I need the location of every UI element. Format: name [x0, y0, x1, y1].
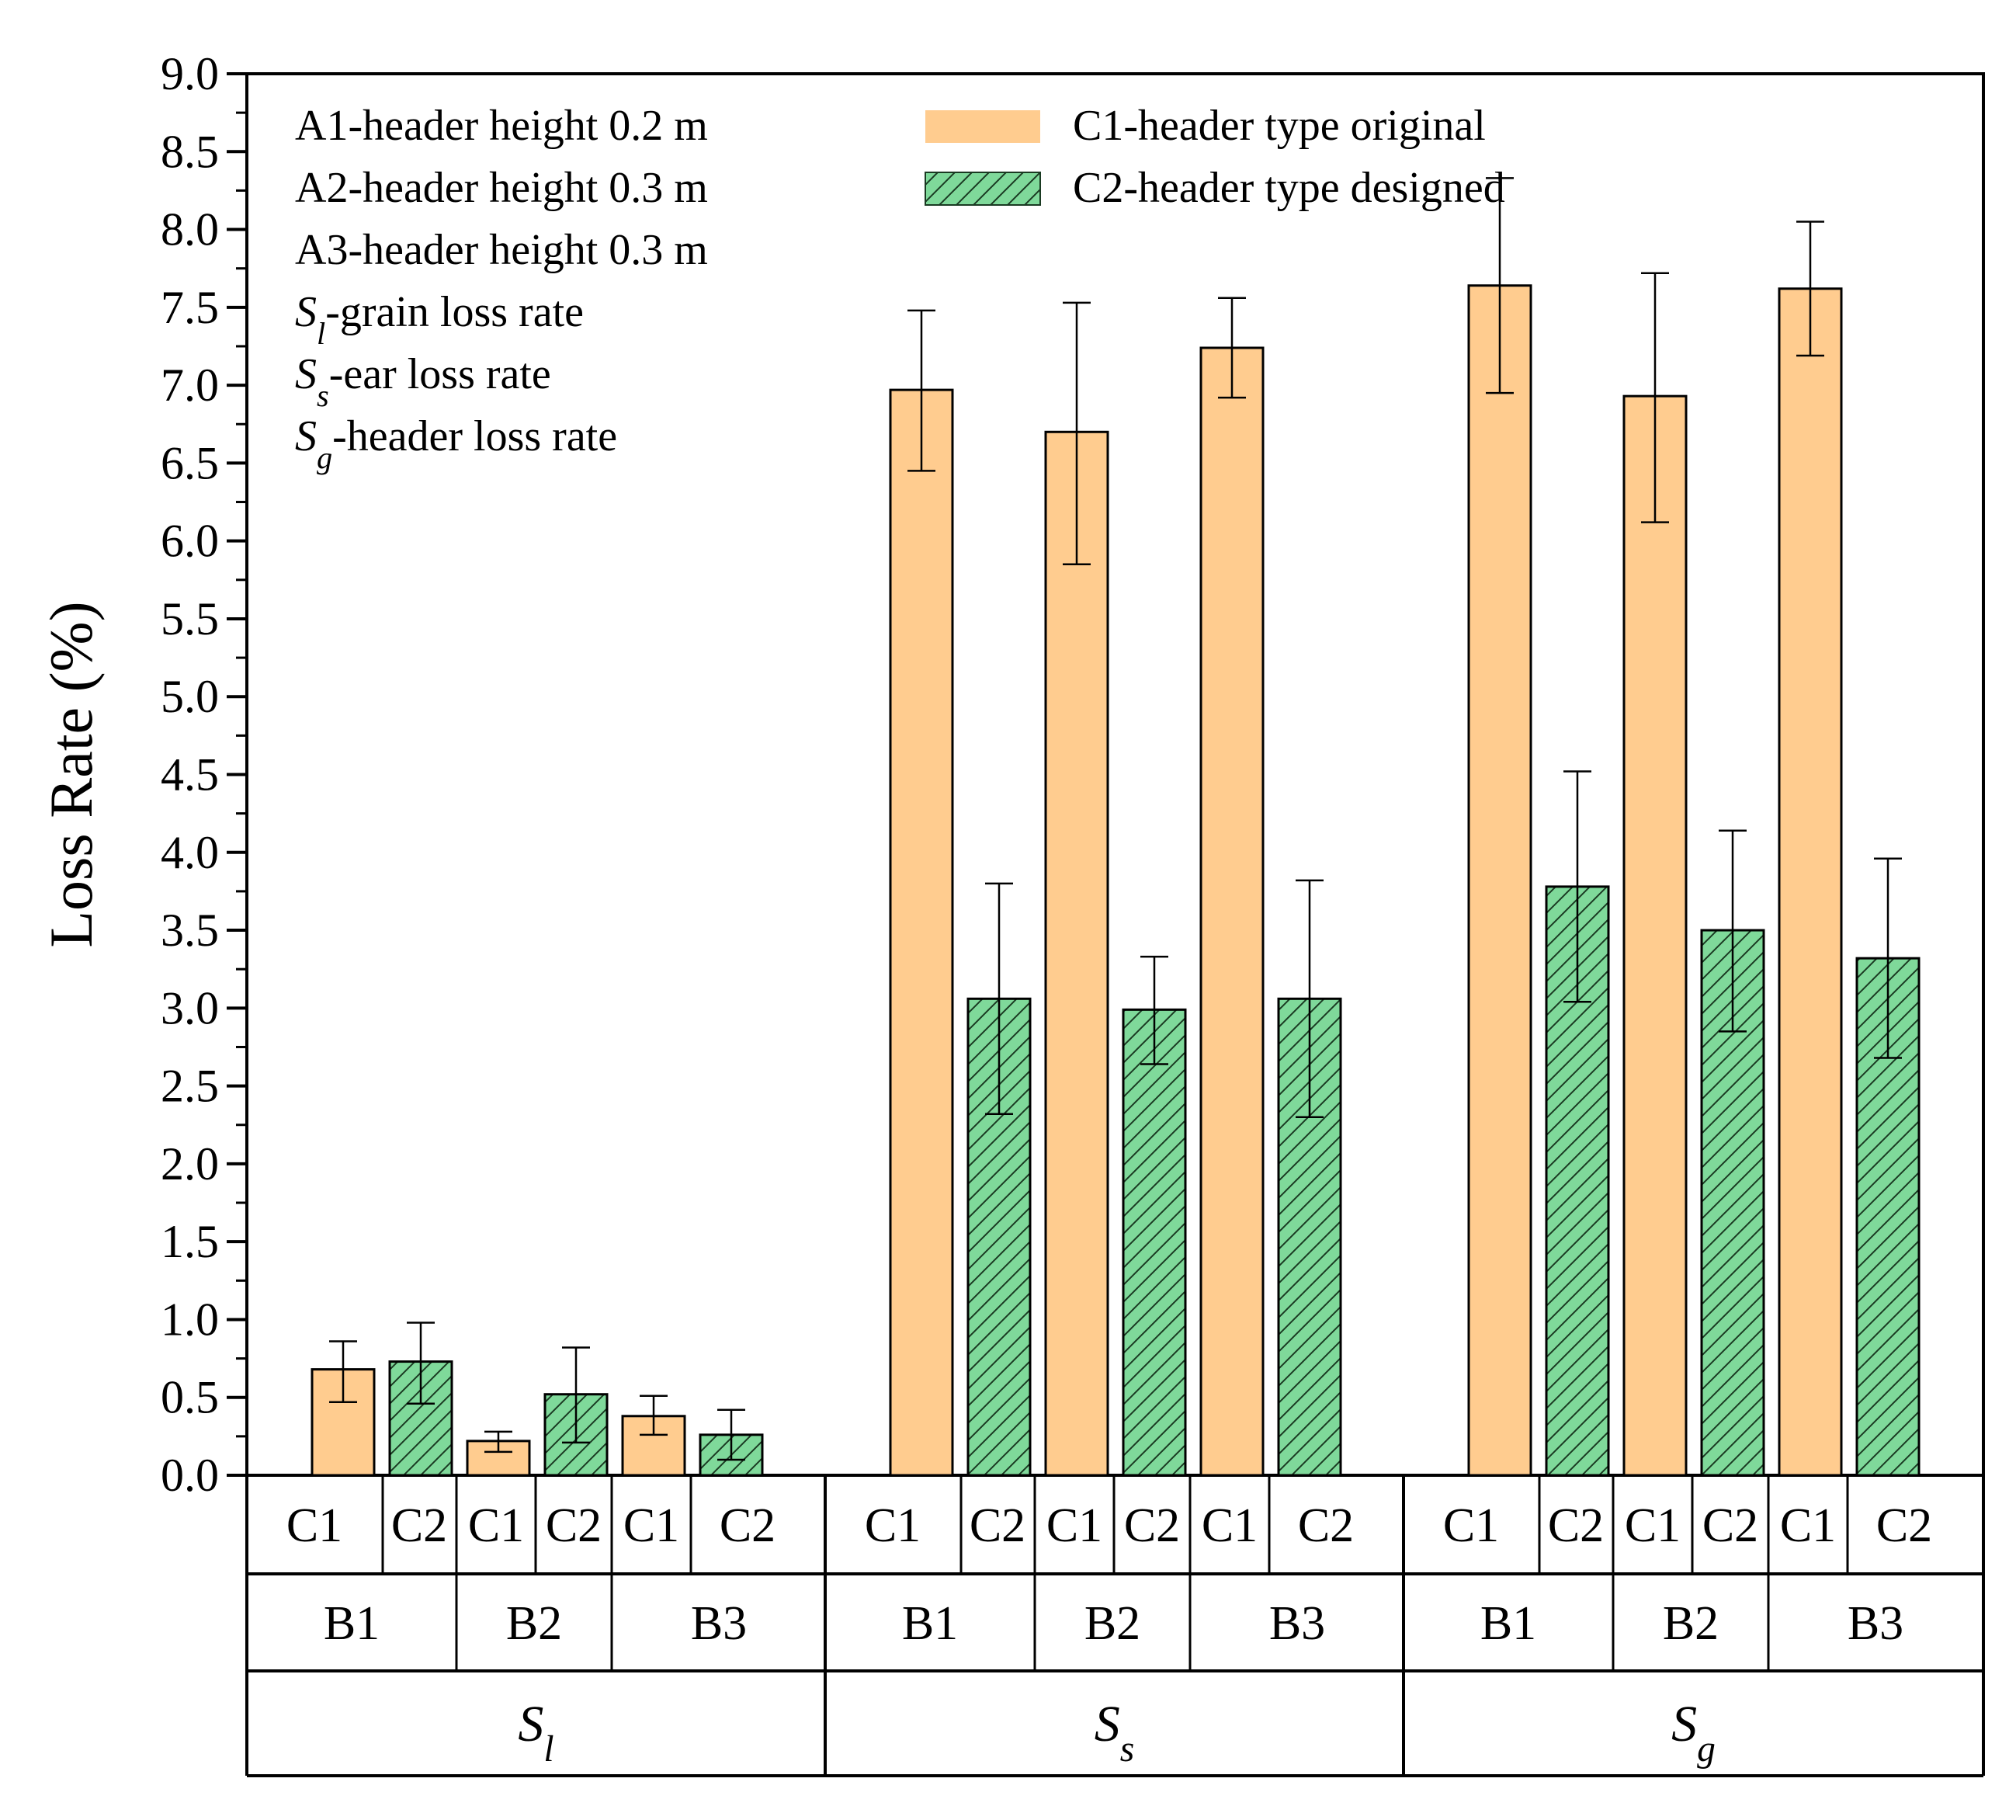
blade-label: B2	[1084, 1597, 1140, 1650]
legend-note: Sg-header loss rate	[295, 412, 617, 475]
legend-swatch-C2	[925, 172, 1041, 206]
y-tick-label: 3.5	[161, 905, 219, 956]
type-label: C2	[970, 1499, 1025, 1552]
blade-label: B2	[506, 1597, 562, 1650]
type-label: C2	[1702, 1499, 1758, 1552]
y-tick-label: 4.0	[161, 827, 219, 878]
y-tick-label: 4.5	[161, 749, 219, 801]
y-tick-label: 0.5	[161, 1372, 219, 1423]
bar-Ss-B3-C1	[1199, 346, 1265, 1477]
blade-label: B2	[1663, 1597, 1719, 1650]
blade-label: B3	[1269, 1597, 1325, 1650]
y-tick-label: 1.5	[161, 1216, 219, 1267]
text-part: -grain loss rate	[325, 288, 584, 336]
legend-series-label: C2-header type designed	[1073, 164, 1505, 212]
legend-series-label: C1-header type original	[1073, 102, 1486, 150]
bar-Ss-B1-C1	[889, 388, 954, 1477]
text-part: g	[1697, 1729, 1716, 1770]
text-part: -header loss rate	[332, 412, 617, 460]
type-label: C1	[468, 1499, 524, 1552]
axes-layer: 0.0 0.5 1.0 1.5 2.0 2.5 3.0 3.5 4.0 4.5 5.0 5.5 6.0 6…	[37, 48, 1985, 1501]
y-tick-label: 7.0	[161, 359, 219, 411]
text-part: A1-header height 0.2 m	[295, 102, 708, 150]
y-tick-label: 5.0	[161, 671, 219, 722]
type-label: C1	[1046, 1499, 1102, 1552]
y-tick-label: 3.0	[161, 982, 219, 1033]
blade-label: B1	[324, 1597, 380, 1650]
text-part: g	[317, 440, 332, 475]
type-label: C2	[720, 1499, 776, 1552]
blade-label: B1	[902, 1597, 958, 1650]
type-label: C1	[1202, 1499, 1258, 1552]
type-label: C2	[1876, 1499, 1932, 1552]
legend-swatch-C1	[925, 110, 1040, 143]
bar-Ss-B2-C1	[1044, 430, 1109, 1477]
text-part: S	[1671, 1696, 1697, 1752]
text-part: A2-header height 0.3 m	[295, 164, 708, 212]
y-tick-label: 2.5	[161, 1061, 219, 1112]
group-label: Sg	[1671, 1696, 1716, 1770]
type-label: C1	[623, 1499, 679, 1552]
text-part: S	[295, 288, 317, 336]
bar-Sg-B1-C1	[1467, 284, 1532, 1477]
type-label: C2	[1548, 1499, 1604, 1552]
legend-note: A3-header height 0.3 m	[295, 226, 708, 274]
legend-note: Sl-grain loss rate	[295, 288, 584, 351]
bar-Ss-B2-C2	[1122, 1008, 1187, 1477]
type-label: C1	[286, 1499, 342, 1552]
legend-note: A2-header height 0.3 m	[295, 164, 708, 212]
text-part: -ear loss rate	[329, 350, 551, 398]
text-part: l	[543, 1729, 553, 1770]
bar-Ss-B1-C2	[966, 997, 1032, 1477]
y-tick-label: 5.5	[161, 593, 219, 644]
text-part: S	[518, 1696, 543, 1752]
blade-label: B1	[1480, 1597, 1536, 1650]
type-label: C2	[1298, 1499, 1354, 1552]
bar-Sg-B3-C1	[1778, 287, 1843, 1477]
y-tick-label: 2.0	[161, 1138, 219, 1190]
text-part: A3-header height 0.3 m	[295, 226, 708, 274]
text-part: S	[295, 412, 317, 460]
y-tick-label: 6.5	[161, 437, 219, 488]
legend-note: A1-header height 0.2 m	[295, 102, 708, 150]
bar-Sg-B2-C1	[1622, 394, 1688, 1477]
type-label: C2	[1124, 1499, 1180, 1552]
blade-label: B3	[691, 1597, 747, 1650]
type-label: C1	[1780, 1499, 1836, 1552]
text-part: s	[317, 378, 329, 413]
type-label: C1	[1625, 1499, 1681, 1552]
bars-layer	[311, 177, 1921, 1477]
y-tick-label: 6.0	[161, 516, 219, 567]
legend: A1-header height 0.2 m A2-header height 0…	[295, 102, 1505, 475]
text-part: l	[317, 316, 325, 351]
text-part: S	[295, 350, 317, 398]
legend-note: Ss-ear loss rate	[295, 350, 551, 413]
type-label: C2	[391, 1499, 447, 1552]
y-tick-label: 8.5	[161, 126, 219, 177]
blade-label: B3	[1848, 1597, 1903, 1650]
y-tick-label: 9.0	[161, 48, 219, 99]
group-label: Ss	[1095, 1696, 1135, 1770]
y-tick-label: 8.0	[161, 204, 219, 255]
y-tick-label: 1.0	[161, 1294, 219, 1345]
text-part: S	[1095, 1696, 1120, 1752]
y-tick-label: 0.0	[161, 1450, 219, 1501]
text-part: s	[1120, 1729, 1135, 1770]
y-tick-label: 7.5	[161, 282, 219, 333]
group-label: Sl	[518, 1696, 553, 1770]
type-label: C1	[1443, 1499, 1499, 1552]
type-label: C2	[546, 1499, 602, 1552]
type-label: C1	[865, 1499, 921, 1552]
y-axis-label: Loss Rate (%)	[37, 601, 105, 947]
